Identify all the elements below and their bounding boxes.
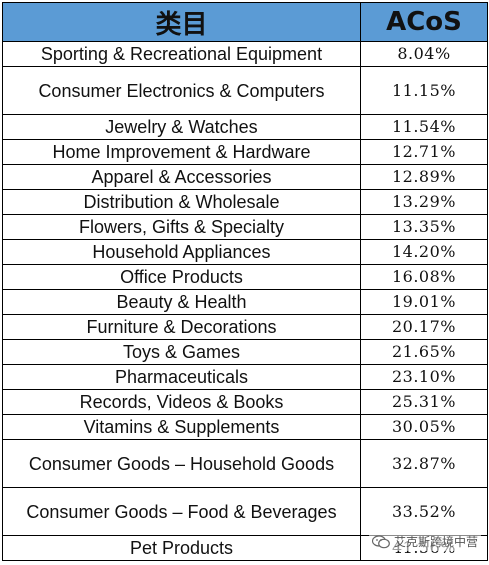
table-row: Consumer Goods – Household Goods 32.87% [2,439,488,488]
table-row: Office Products 16.08% [2,264,488,290]
watermark: 艾克斯跨境中营 [368,532,481,551]
acos-cell: 19.01% [360,289,488,315]
acos-cell: 11.54% [360,114,488,140]
category-header: 类目 [2,2,361,42]
table-row: Vitamins & Supplements 30.05% [2,414,488,440]
table-row: Consumer Electronics & Computers 11.15% [2,66,488,115]
acos-cell: 21.65% [360,339,488,365]
table-row: Toys & Games 21.65% [2,339,488,365]
wechat-icon [371,534,390,548]
acos-cell: 8.04% [360,41,488,67]
table-row: Home Improvement & Hardware 12.71% [2,139,488,165]
acos-cell: 25.31% [360,389,488,415]
category-cell: Jewelry & Watches [2,114,361,140]
category-cell: Household Appliances [2,239,361,265]
acos-header: ACoS [360,2,488,42]
category-cell: Home Improvement & Hardware [2,139,361,165]
table-row: Beauty & Health 19.01% [2,289,488,315]
acos-cell: 30.05% [360,414,488,440]
category-cell: Furniture & Decorations [2,314,361,340]
table-row: Apparel & Accessories 12.89% [2,164,488,190]
category-cell: Pharmaceuticals [2,364,361,390]
table-row: Sporting & Recreational Equipment 8.04% [2,41,488,67]
table-row: Furniture & Decorations 20.17% [2,314,488,340]
category-cell: Apparel & Accessories [2,164,361,190]
acos-cell: 12.71% [360,139,488,165]
watermark-text: 艾克斯跨境中营 [393,535,478,549]
acos-cell: 32.87% [360,439,488,488]
acos-cell: 16.08% [360,264,488,290]
category-cell: Consumer Goods – Food & Beverages [2,487,361,536]
category-cell: Toys & Games [2,339,361,365]
table-row: Flowers, Gifts & Specialty 13.35% [2,214,488,240]
table-row: Consumer Goods – Food & Beverages 33.52% [2,487,488,536]
acos-cell: 13.29% [360,189,488,215]
table-row: Household Appliances 14.20% [2,239,488,265]
category-cell: Consumer Electronics & Computers [2,66,361,115]
acos-cell: 12.89% [360,164,488,190]
acos-cell: 11.15% [360,66,488,115]
table-row: Distribution & Wholesale 13.29% [2,189,488,215]
category-cell: Pet Products [2,535,361,561]
category-cell: Records, Videos & Books [2,389,361,415]
acos-cell: 33.52% [360,487,488,536]
table-body: Sporting & Recreational Equipment 8.04% Co… [2,41,488,561]
category-cell: Consumer Goods – Household Goods [2,439,361,488]
table-row: Records, Videos & Books 25.31% [2,389,488,415]
table-row: Pharmaceuticals 23.10% [2,364,488,390]
acos-cell: 23.10% [360,364,488,390]
table-header-row: 类目 ACoS [2,2,488,42]
category-cell: Office Products [2,264,361,290]
category-cell: Flowers, Gifts & Specialty [2,214,361,240]
category-cell: Distribution & Wholesale [2,189,361,215]
table-row: Jewelry & Watches 11.54% [2,114,488,140]
category-cell: Vitamins & Supplements [2,414,361,440]
acos-cell: 13.35% [360,214,488,240]
acos-cell: 14.20% [360,239,488,265]
category-cell: Sporting & Recreational Equipment [2,41,361,67]
category-cell: Beauty & Health [2,289,361,315]
acos-cell: 20.17% [360,314,488,340]
